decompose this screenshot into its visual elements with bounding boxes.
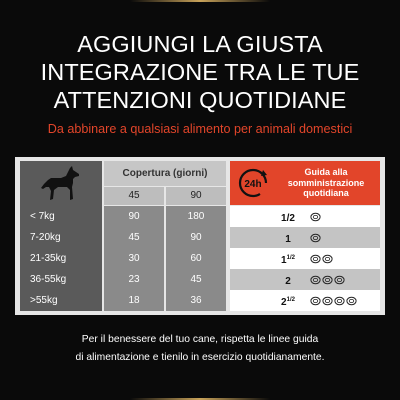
- coverage-cell: 90: [128, 211, 140, 222]
- clock-badge-text: 24h: [244, 179, 261, 190]
- guide-row: 1/2: [230, 206, 380, 227]
- footer-line-2: di alimentazione e tienilo in esercizio …: [75, 352, 325, 363]
- coverage-column-45-header: 45: [104, 187, 164, 205]
- coverage-cell: 90: [190, 232, 202, 243]
- can-icons: [310, 233, 321, 243]
- dog-icon-cell: [20, 161, 102, 206]
- weight-label: 7-20kg: [30, 232, 61, 243]
- portion-value: 11/2: [281, 255, 295, 266]
- portion-value: 1/2: [281, 213, 295, 224]
- guide-row: 11/2: [230, 248, 380, 269]
- weight-label: 21-35kg: [30, 253, 67, 264]
- feeding-guide-title: Guida alla somministrazione quotidiana: [274, 167, 378, 199]
- headline-line-2: INTEGRAZIONE TRA LE TUE: [40, 59, 360, 85]
- can-icons: [310, 212, 321, 222]
- food-can-icon: [310, 212, 321, 222]
- portion-value: 1: [285, 234, 291, 245]
- food-can-icon: [334, 296, 345, 306]
- food-can-icon: [310, 275, 321, 285]
- coverage-cell: 45: [128, 232, 140, 243]
- food-can-icon: [310, 233, 321, 243]
- coverage-cell: 18: [128, 295, 140, 306]
- weight-label: >55kg: [30, 295, 58, 306]
- food-can-icon: [346, 296, 357, 306]
- food-can-icon: [322, 254, 333, 264]
- coverage-column-90-header: 90: [166, 187, 226, 205]
- food-can-icon: [322, 296, 333, 306]
- guide-row: 1: [230, 227, 380, 248]
- coverage-cell: 23: [128, 274, 140, 285]
- top-decorative-rule: [130, 0, 270, 2]
- bottom-decorative-rule: [130, 398, 270, 400]
- weight-label: < 7kg: [30, 211, 55, 222]
- coverage-cell: 180: [187, 211, 205, 222]
- can-icons: [310, 296, 357, 306]
- headline-line-1: AGGIUNGI LA GIUSTA: [77, 31, 323, 57]
- portion-value: 21/2: [281, 297, 295, 308]
- guide-row: 21/2: [230, 290, 380, 311]
- guide-title-line: somministrazione: [287, 177, 365, 188]
- food-can-icon: [322, 275, 333, 285]
- weight-label: 36-55kg: [30, 274, 67, 285]
- headline: AGGIUNGI LA GIUSTA INTEGRAZIONE TRA LE T…: [0, 30, 400, 114]
- can-icons: [310, 254, 333, 264]
- feeding-guide-header: 24h Guida alla somministrazione quotidia…: [230, 161, 380, 205]
- headline-line-3: ATTENZIONI QUOTIDIANE: [53, 87, 347, 113]
- clock-24h-icon: 24h: [238, 168, 268, 198]
- coverage-cell: 60: [190, 253, 202, 264]
- dog-silhouette-icon: [41, 165, 79, 200]
- food-can-icon: [310, 254, 321, 264]
- food-can-icon: [334, 275, 345, 285]
- coverage-cell: 36: [190, 295, 202, 306]
- coverage-cell: 45: [190, 274, 202, 285]
- guide-row: 2: [230, 269, 380, 290]
- coverage-cell: 30: [128, 253, 140, 264]
- food-can-icon: [310, 296, 321, 306]
- coverage-header: Copertura (giorni): [104, 161, 226, 186]
- weight-column: < 7kg 7-20kg 21-35kg 36-55kg >55kg: [20, 161, 102, 311]
- coverage-column-90: 180 90 60 45 36: [166, 206, 226, 311]
- coverage-column-45: 90 45 30 23 18: [104, 206, 164, 311]
- subtitle: Da abbinare a qualsiasi alimento per ani…: [47, 122, 353, 136]
- footer-line-1: Per il benessere del tuo cane, rispetta …: [81, 334, 319, 345]
- guide-title-line: quotidiana: [303, 188, 349, 198]
- portion-value: 2: [285, 276, 291, 287]
- can-icons: [310, 275, 345, 285]
- guide-title-line: Guida alla: [304, 167, 348, 177]
- footer-note: Per il benessere del tuo cane, rispetta …: [0, 331, 400, 367]
